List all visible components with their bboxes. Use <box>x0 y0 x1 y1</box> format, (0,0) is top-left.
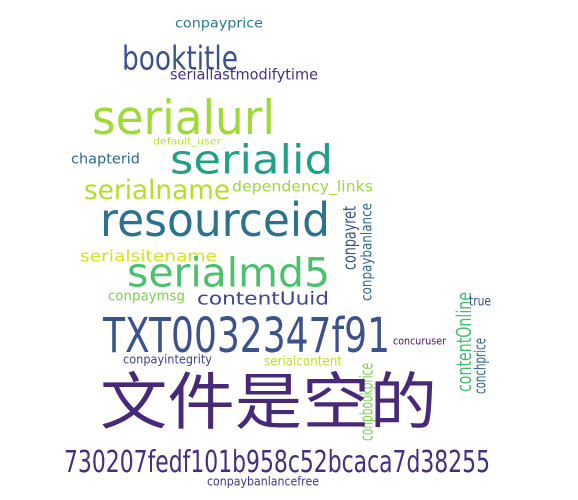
word-conchprice: conchprice <box>470 338 490 394</box>
word-conpayintegrity: conpayintegrity <box>123 351 212 367</box>
word-true: true <box>469 293 491 309</box>
word-serialname: serialname <box>84 174 230 207</box>
word-contentuuid: contentUuid <box>197 288 329 310</box>
word-default-user: default_user <box>153 135 221 148</box>
word-conpayret: conpayret <box>339 206 361 270</box>
word-chapterid: chapterid <box>71 151 140 168</box>
word-serialsitename: serialsitename <box>80 246 217 266</box>
word-txt-id: TXT0032347f91 <box>103 307 390 364</box>
word-dependency-links: dependency_links <box>232 178 373 196</box>
word-conpaymsg: conpaymsg <box>108 288 185 305</box>
word-concuruser: concuruser <box>393 334 446 348</box>
word-serialmd5: serialmd5 <box>127 249 330 297</box>
word-serialcontent: serialcontent <box>264 353 342 369</box>
word-resourceid: resourceid <box>100 193 330 248</box>
word-serialid: serialid <box>170 136 333 184</box>
word-conpayprice: conpayprice <box>175 15 263 31</box>
word-hash: 730207fedf101b958c52bcaca7d38255 <box>64 444 490 480</box>
word-serialurl: serialurl <box>92 90 275 146</box>
word-conpaybanlance: conpaybanlance <box>358 203 376 301</box>
word-seriallastmodifytime: seriallastmodifytime <box>170 66 318 84</box>
word-booktitle: booktitle <box>122 39 238 78</box>
word-conpaybanlancefree: conpaybanlancefree <box>207 473 319 489</box>
word-file-is-empty: 文件是空的 <box>100 365 437 439</box>
